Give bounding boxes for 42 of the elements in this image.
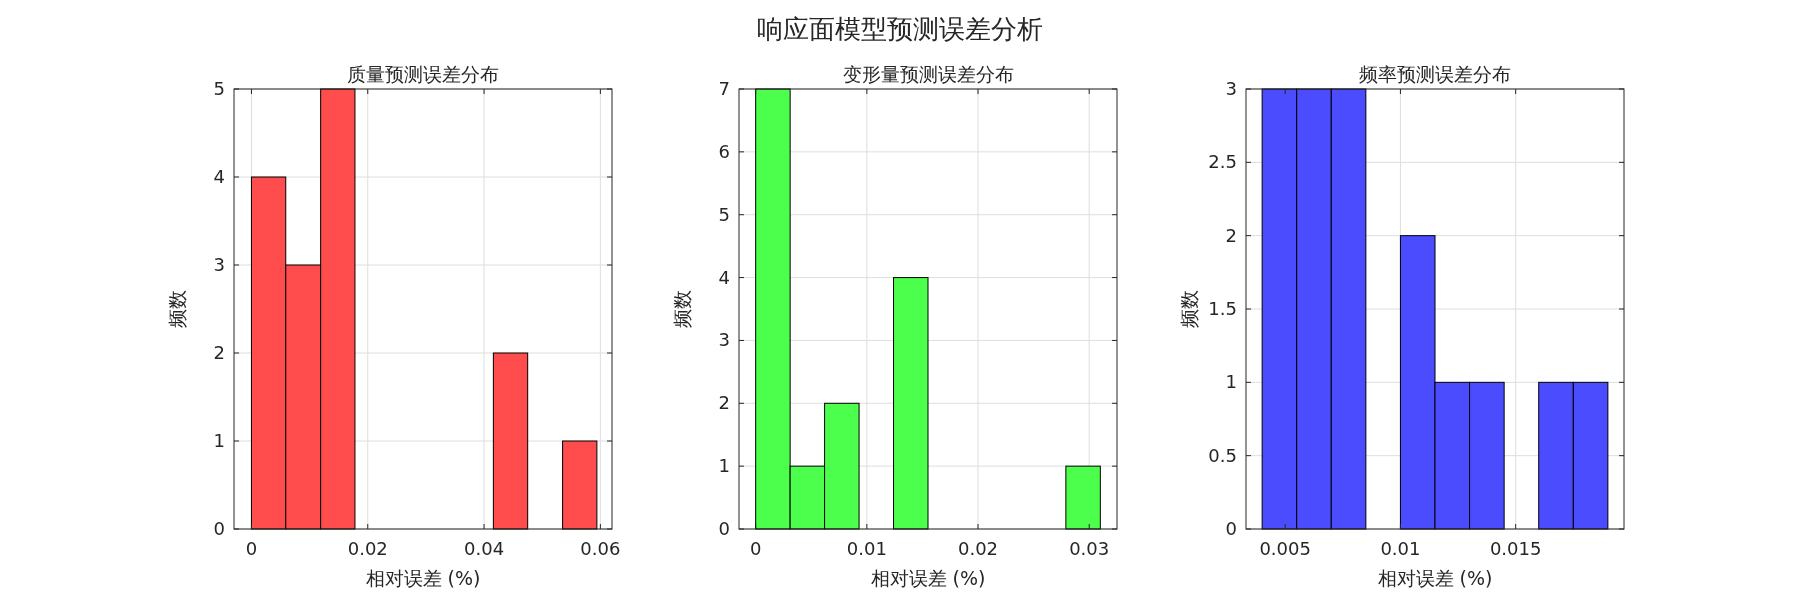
y-tick-label: 3 [213, 254, 225, 275]
chart-title: 变形量预测误差分布 [842, 63, 1014, 85]
x-tick-label: 0.005 [1259, 538, 1311, 559]
x-axis-title: 相对误差 (%) [870, 567, 986, 589]
y-tick-label: 1.5 [1208, 298, 1237, 319]
chart-title: 频率预测误差分布 [1359, 63, 1511, 85]
x-axis-title: 相对误差 (%) [1377, 567, 1493, 589]
y-tick-label: 1 [213, 430, 225, 451]
x-tick-label: 0.02 [957, 538, 999, 559]
y-tick-label: 0.5 [1208, 444, 1237, 466]
x-tick-label: 0.02 [347, 538, 388, 559]
text: 响应面模型预测误差分析 [757, 14, 1043, 44]
y-tick-label: 5 [213, 78, 225, 99]
y-tick-label: 4 [213, 166, 225, 187]
y-tick-label: 6 [718, 140, 730, 162]
y-tick-label: 1 [1225, 371, 1237, 393]
chart-title: 质量预测误差分布 [347, 63, 499, 85]
x-tick-label: 0.015 [1489, 538, 1542, 559]
x-tick-label: 0.04 [464, 538, 505, 559]
y-tick-label: 3 [1225, 78, 1237, 99]
y-tick-label: 2 [213, 342, 225, 363]
x-tick-label: 0.03 [1069, 538, 1110, 559]
y-tick-label: 2.5 [1208, 151, 1237, 173]
y-tick-label: 2 [1225, 224, 1237, 246]
y-tick-label: 4 [718, 266, 730, 288]
y-tick-label: 1 [718, 455, 730, 477]
x-tick-label: 0.06 [580, 538, 621, 559]
x-tick-label: 0.01 [1380, 538, 1421, 559]
x-tick-label: 0 [749, 538, 762, 559]
y-axis-title: 频数 [166, 290, 188, 328]
x-tick-label: 0 [245, 538, 258, 559]
y-axis-title: 频数 [671, 290, 693, 328]
y-axis-title: 频数 [1178, 290, 1200, 328]
y-tick-label: 5 [718, 203, 730, 225]
y-tick-label: 2 [718, 392, 730, 414]
y-tick-label: 3 [718, 329, 730, 351]
y-tick-label: 0 [213, 518, 225, 539]
y-tick-label: 0 [1225, 518, 1237, 539]
y-tick-label: 0 [718, 518, 730, 539]
y-tick-label: 7 [718, 78, 730, 99]
x-axis-title: 相对误差 (%) [365, 567, 481, 589]
x-tick-label: 0.01 [846, 538, 887, 559]
